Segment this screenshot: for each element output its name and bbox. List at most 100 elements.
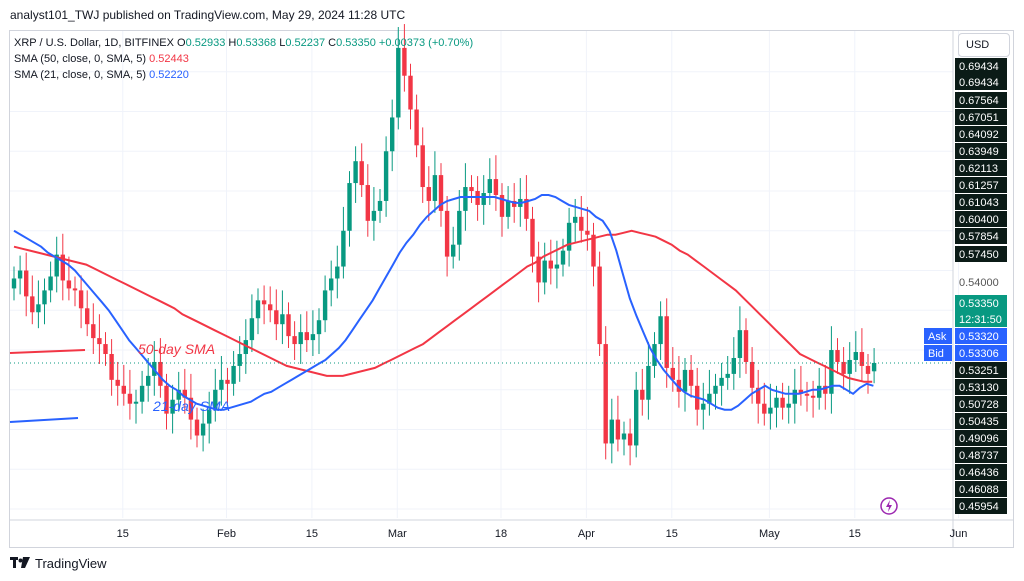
candle-body: [664, 316, 669, 368]
candle-body: [798, 389, 804, 394]
candle-body: [701, 403, 706, 410]
price-label-bg: [955, 328, 1007, 344]
candle-body: [390, 117, 395, 152]
price-label: 0.67051: [959, 112, 999, 124]
footer: TradingView: [0, 550, 1024, 581]
candle-body: [817, 385, 822, 398]
candle-body: [396, 47, 401, 118]
alert-bolt-icon: [886, 500, 892, 512]
price-label: 0.64092: [959, 129, 999, 141]
candle-body: [762, 403, 767, 414]
price-label-bg: [955, 447, 1007, 463]
price-label-bg: [955, 160, 1007, 176]
sma21-annotation: 21-day SMA: [153, 398, 231, 414]
candle-body: [682, 369, 688, 392]
candle-body: [280, 314, 285, 325]
candle-body: [780, 397, 785, 408]
candle-body: [658, 316, 663, 345]
sma50-pointer: [9, 349, 86, 354]
price-label-bg: [955, 194, 1007, 210]
candle-body: [585, 230, 590, 235]
price-label: 0.69434: [959, 61, 999, 73]
tradingview-logo[interactable]: TradingView: [10, 556, 107, 571]
price-label-bg: [955, 143, 1007, 159]
x-tick-label: May: [759, 528, 780, 540]
price-label: 0.57450: [959, 249, 999, 261]
candle-body: [554, 264, 560, 269]
currency-button[interactable]: USD: [958, 33, 1010, 57]
candle-body: [24, 270, 29, 297]
price-label-bg: [955, 211, 1007, 227]
candle-body: [97, 338, 102, 345]
ask-tag-bg: [924, 328, 952, 344]
candle-body: [713, 385, 718, 394]
alert-icon: [880, 497, 898, 515]
candle-body: [481, 193, 486, 205]
candle-body: [743, 330, 749, 362]
price-label-bg: [955, 481, 1007, 497]
price-label-bg: [955, 430, 1007, 446]
price-label: 0.61257: [959, 180, 999, 192]
legend-symbol: XRP / U.S. Dollar, 1D, BITFINEX: [14, 37, 174, 49]
price-label: 0.61043: [959, 197, 999, 209]
candle-body: [371, 210, 377, 221]
legend-low: 0.52237: [285, 37, 326, 49]
candle-body: [420, 145, 425, 188]
candle-body: [530, 218, 535, 257]
price-label: 0.69434: [959, 77, 999, 89]
candle-body: [670, 367, 675, 380]
candle-body: [774, 397, 779, 408]
candle-body: [725, 373, 730, 378]
candle-body: [237, 354, 242, 366]
legend-sma21-row: SMA (21, close, 0, SMA, 5) 0.52220: [14, 67, 473, 83]
candle-body: [865, 365, 871, 374]
candle-body: [17, 270, 23, 279]
x-tick-label: 15: [666, 528, 678, 540]
legend-h-label: H: [228, 37, 237, 49]
candle-body: [603, 344, 608, 444]
candle-body: [292, 336, 297, 345]
candle-body: [304, 332, 309, 341]
price-label-bg: [955, 396, 1007, 412]
candle-body: [432, 175, 438, 201]
candle-body: [646, 365, 651, 400]
sma50-annotation: 50-day SMA: [138, 341, 216, 357]
publisher-text: analyst101_TWJ published on TradingView.…: [10, 8, 406, 22]
publisher-bar: analyst101_TWJ published on TradingView.…: [0, 0, 1024, 30]
candle-body: [609, 419, 614, 444]
candle-body: [133, 401, 139, 404]
price-label: 12:31:50: [959, 314, 1002, 326]
candle-body: [463, 187, 468, 211]
price-label: 0.53306: [959, 348, 999, 360]
candle-body: [512, 200, 517, 207]
candle-body: [48, 276, 53, 291]
sma21-pointer: [9, 417, 79, 423]
price-chart[interactable]: 15 Feb 15 Mar 18 Apr 15 May 15 Jun 0.69434 0.69434 0…: [0, 0, 1024, 550]
candle-body: [274, 310, 279, 325]
legend-sma21-label: SMA (21, close, 0, SMA, 5): [14, 69, 147, 81]
price-label: 0.50435: [959, 416, 999, 428]
candle-body: [359, 161, 364, 186]
legend-high: 0.53368: [236, 37, 277, 49]
candle-body: [469, 187, 474, 192]
candle-body: [316, 320, 322, 335]
price-label: 0.50728: [959, 399, 999, 411]
candle-body: [524, 198, 529, 219]
candle-body: [402, 47, 407, 76]
candle-body: [719, 377, 724, 386]
candle-body: [707, 393, 712, 404]
candle-body: [158, 361, 163, 386]
candle-body: [487, 179, 492, 194]
x-tick-label: 15: [306, 528, 318, 540]
candle-body: [804, 393, 810, 396]
price-label-bg: [955, 228, 1007, 244]
candle-body: [268, 304, 273, 311]
candle-body: [72, 288, 78, 291]
price-label-bg: [955, 311, 1007, 327]
legend-sma50-value: 0.52443: [149, 53, 189, 65]
candle-body: [36, 304, 41, 313]
candle-body: [219, 379, 224, 390]
candle-body: [115, 379, 120, 386]
candle-body: [505, 200, 511, 217]
price-label-bg: [955, 92, 1007, 108]
